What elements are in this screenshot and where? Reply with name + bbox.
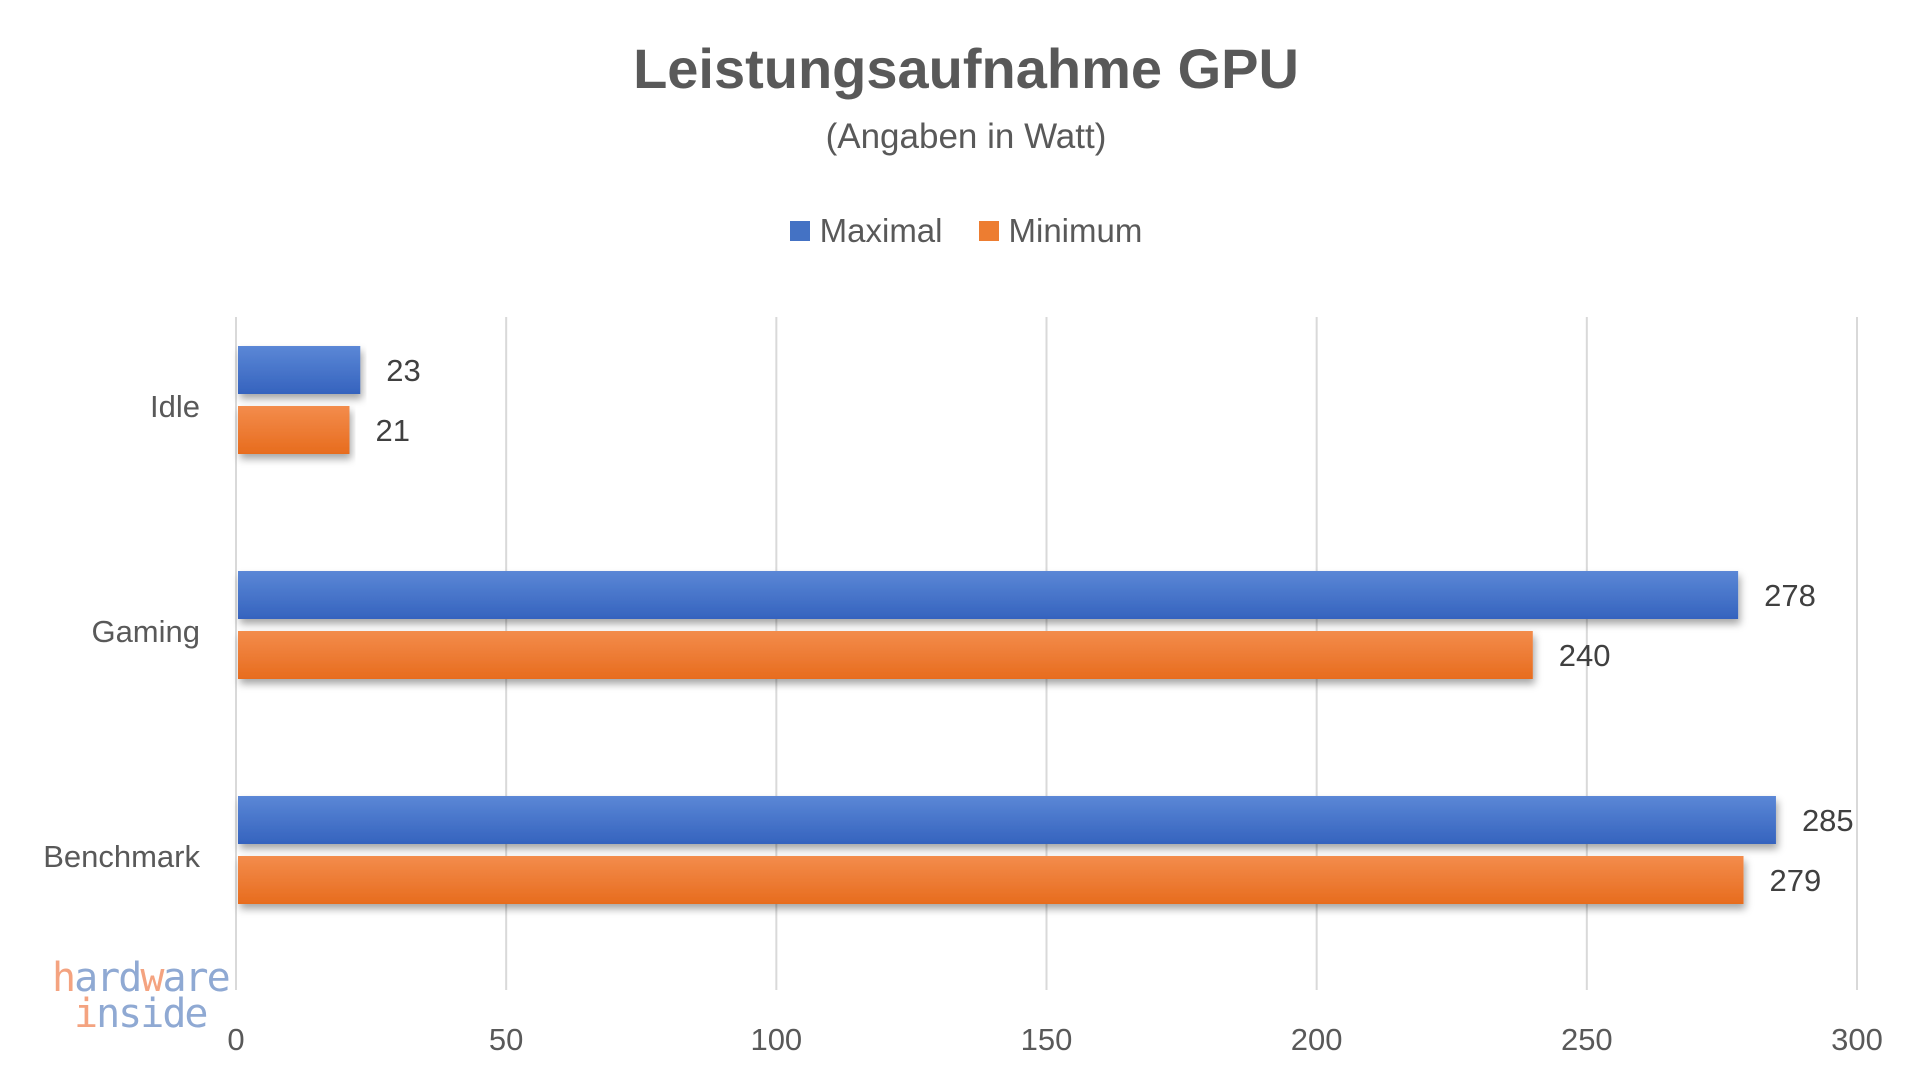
x-tick-label: 200 [1291, 1022, 1343, 1057]
data-label: 285 [1802, 803, 1854, 838]
chart-subtitle: (Angaben in Watt) [825, 117, 1107, 156]
x-tick-label: 150 [1021, 1022, 1073, 1057]
legend-swatch-minimum [978, 221, 999, 241]
data-label: 21 [375, 413, 409, 448]
category-label: Gaming [91, 614, 200, 649]
category-label: Idle [150, 389, 200, 424]
bar-minimum [238, 406, 350, 454]
data-label: 240 [1559, 638, 1611, 673]
data-label: 279 [1770, 863, 1822, 898]
legend-label-maximal: Maximal [819, 212, 943, 249]
legend: Maximal Minimum [0, 212, 1920, 250]
x-tick-label: 0 [227, 1022, 244, 1057]
chart-title: Leistungsaufnahme GPU [633, 37, 1299, 100]
category-label: Benchmark [43, 839, 200, 874]
hardware-inside-logo: hardware inside [52, 955, 231, 1037]
legend-label-minimum: Minimum [1008, 212, 1143, 249]
bar-maximal [238, 571, 1739, 619]
bar-maximal [238, 346, 361, 394]
data-label: 23 [386, 353, 420, 388]
bar-minimum [238, 631, 1533, 679]
x-tick-label: 100 [750, 1022, 802, 1057]
legend-swatch-maximal [789, 221, 810, 241]
x-tick-label: 300 [1831, 1022, 1883, 1057]
bar-maximal [238, 796, 1776, 844]
x-tick-label: 250 [1561, 1022, 1613, 1057]
bar-minimum [238, 856, 1744, 904]
legend-item-maximal: Maximal [789, 212, 943, 250]
x-tick-label: 50 [489, 1022, 523, 1057]
data-label: 278 [1764, 578, 1816, 613]
legend-item-minimum: Minimum [978, 212, 1143, 250]
